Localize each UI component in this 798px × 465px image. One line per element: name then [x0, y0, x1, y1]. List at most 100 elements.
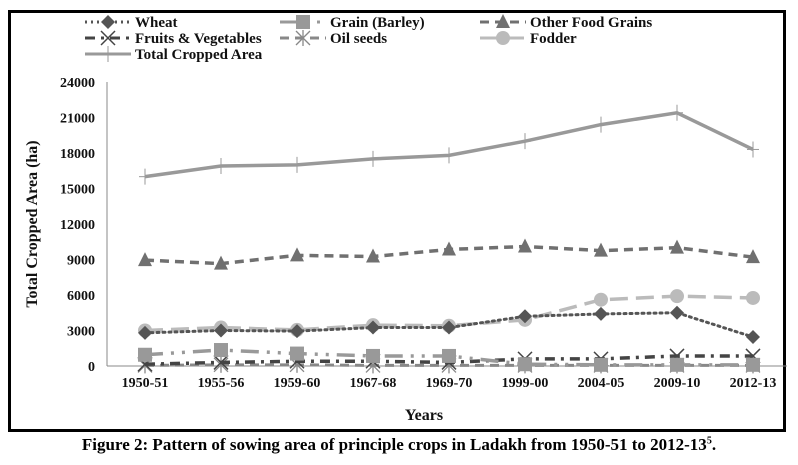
data-point-wheat: [594, 306, 608, 321]
y-axis-title: Total Cropped Area (ha): [24, 140, 41, 307]
legend-item-fodder: Fodder: [480, 31, 577, 47]
data-point-wheat: [138, 325, 152, 340]
series-other-food-grains: [138, 238, 760, 270]
data-point-total-cropped-area: [595, 116, 607, 133]
data-point-oil-seeds: [213, 356, 229, 373]
data-point-total-cropped-area: [519, 133, 531, 150]
legend-label: Fruits & Vegetables: [135, 31, 262, 47]
data-point-other-food-grains: [518, 238, 532, 253]
y-tick-label: 9000: [67, 254, 95, 269]
legend-label: Grain (Barley): [330, 15, 425, 31]
series-total-cropped-area: [139, 104, 759, 185]
data-point-other-food-grains: [442, 241, 456, 256]
data-point-fruits-vegetables: [213, 354, 229, 370]
legend-item-total-cropped-area: Total Cropped Area: [85, 46, 263, 63]
x-tick-label: 2009-10: [654, 376, 701, 391]
x-tick-label: 1999-00: [502, 376, 549, 391]
x-axis-title: Years: [405, 407, 443, 424]
legend-label: Other Food Grains: [530, 15, 652, 31]
legend-label: Wheat: [135, 15, 178, 31]
data-point-total-cropped-area: [443, 147, 455, 164]
legend: Wheat Grain (Barley) Other Food Grains Frui…: [85, 14, 652, 63]
x-tick-label: 1955-56: [198, 376, 245, 391]
y-tick-label: 12000: [60, 218, 95, 233]
y-tick-label: 15000: [60, 183, 95, 198]
y-tick-label: 3000: [67, 325, 95, 340]
series-line-wheat: [143, 311, 755, 339]
data-point-total-cropped-area: [367, 150, 379, 167]
data-point-other-food-grains: [366, 248, 380, 263]
x-tick-label: 1967-68: [350, 376, 397, 391]
series-grain-barley: [138, 343, 760, 372]
data-point-grain-barley: [290, 346, 304, 361]
data-point-grain-barley: [518, 357, 532, 372]
y-tick-label: 0: [88, 360, 95, 375]
data-point-grain-barley: [214, 343, 228, 358]
caption-end: .: [711, 435, 717, 454]
x-tick-label: 1959-60: [274, 376, 321, 391]
data-point-total-cropped-area: [215, 158, 227, 175]
data-point-wheat: [214, 323, 228, 338]
data-point-total-cropped-area: [291, 156, 303, 173]
legend-item-other-food-grains: Other Food Grains: [480, 14, 652, 31]
data-point-total-cropped-area: [747, 141, 759, 158]
y-ticks: 0 3000 6000 9000 12000 15000 18000 21000 24000: [60, 76, 95, 375]
data-point-fodder: [594, 292, 608, 307]
marker-stroke: [213, 354, 229, 370]
series-line-fodder: [144, 294, 754, 333]
data-point-wheat: [366, 320, 380, 335]
legend-item-grain-barley: Grain (Barley): [280, 15, 425, 31]
data-point-wheat: [670, 305, 684, 320]
data-point-total-cropped-area: [671, 104, 683, 121]
legend-item-oil-seeds: Oil seeds: [280, 30, 387, 47]
caption-superscript: 5: [706, 435, 712, 447]
y-tick-label: 21000: [60, 112, 95, 127]
caption-text: Figure 2: Pattern of sowing area of prin…: [81, 435, 707, 454]
series-group: [137, 104, 761, 374]
data-point-fodder: [746, 290, 760, 305]
series-line-total-cropped-area: [144, 110, 754, 179]
legend-label: Fodder: [530, 31, 577, 47]
x-tick-label: 1950-51: [122, 376, 169, 391]
data-point-other-food-grains: [594, 242, 608, 257]
data-point-other-food-grains: [746, 249, 760, 264]
legend-item-wheat: Wheat: [85, 15, 178, 31]
legend-marker: [101, 15, 115, 29]
data-point-total-cropped-area: [139, 168, 151, 185]
data-point-other-food-grains: [670, 239, 684, 254]
legend-marker: [100, 30, 116, 46]
data-point-fodder: [670, 289, 684, 304]
marker-stroke: [100, 30, 116, 46]
legend-item-fruits-vegetables: Fruits & Vegetables: [85, 30, 262, 47]
y-tick-label: 24000: [60, 76, 95, 91]
data-point-grain-barley: [442, 348, 456, 363]
y-tick-label: 6000: [67, 289, 95, 304]
legend-marker: [496, 31, 510, 45]
legend-label: Total Cropped Area: [135, 47, 263, 63]
x-tick-label: 1969-70: [426, 376, 473, 391]
data-point-wheat: [290, 324, 304, 339]
figure-caption: Figure 2: Pattern of sowing area of prin…: [0, 435, 798, 455]
x-ticks: 1950-51 1955-56 1959-60 1967-68 1969-70 1999-…: [122, 376, 777, 391]
data-point-wheat: [442, 320, 456, 335]
data-point-wheat: [746, 330, 760, 345]
data-point-wheat: [518, 309, 532, 324]
chart-frame: [8, 10, 786, 432]
data-point-grain-barley: [366, 348, 380, 363]
data-point-other-food-grains: [214, 255, 228, 270]
legend-marker: [102, 46, 114, 62]
legend-label: Oil seeds: [330, 31, 387, 47]
series-wheat: [138, 305, 760, 345]
legend-marker: [295, 30, 311, 46]
legend-marker: [496, 14, 510, 28]
y-tick-label: 18000: [60, 147, 95, 162]
x-tick-label: 2012-13: [730, 376, 777, 391]
data-point-grain-barley: [746, 357, 760, 372]
line-chart: Wheat Grain (Barley) Other Food Grains Frui…: [24, 14, 787, 424]
data-point-other-food-grains: [138, 252, 152, 267]
data-point-grain-barley: [594, 357, 608, 372]
legend-marker: [296, 15, 310, 29]
x-tick-label: 2004-05: [578, 376, 625, 391]
data-point-other-food-grains: [290, 247, 304, 262]
axes: 0 3000 6000 9000 12000 15000 18000 21000 24000 1…: [24, 76, 787, 424]
